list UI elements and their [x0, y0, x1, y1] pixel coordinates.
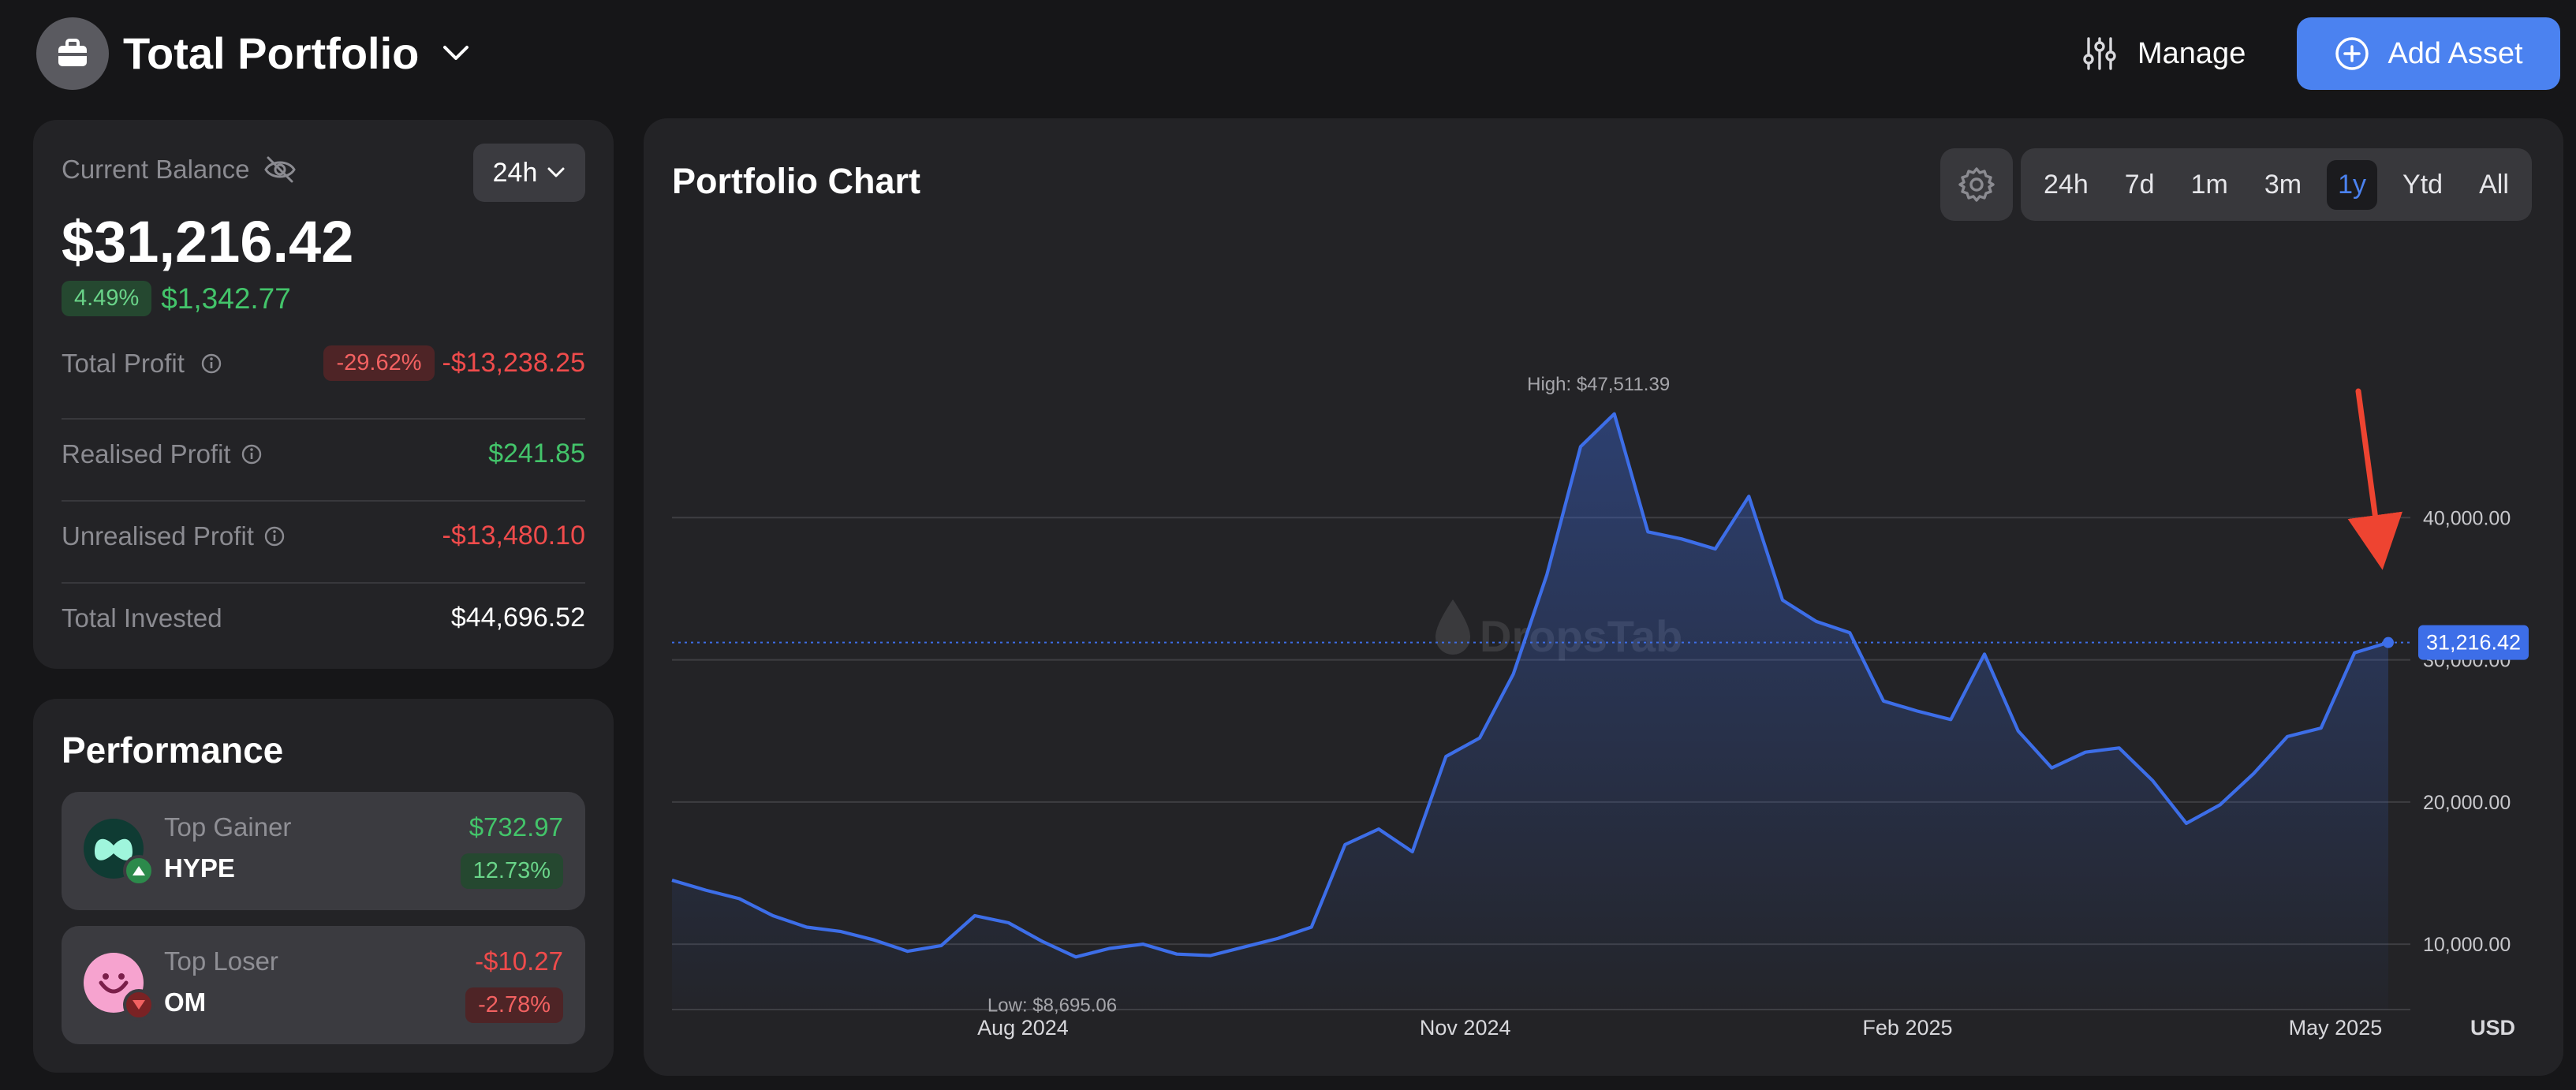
total-invested-row: Total Invested $44,696.52 [62, 603, 585, 633]
info-icon[interactable] [263, 525, 286, 547]
page-title[interactable]: Total Portfolio [123, 28, 420, 78]
range-all[interactable]: All [2479, 169, 2509, 200]
total-profit-label: Total Profit [62, 348, 185, 378]
current-value-tag: 31,216.42 [2418, 625, 2529, 660]
balance-value: $31,216.42 [62, 209, 354, 274]
top-gainer-value: $732.97 [469, 812, 563, 842]
balance-label-row: Current Balance [62, 155, 297, 185]
top-loser-item[interactable]: Top Loser OM -$10.27 -2.78% [62, 926, 585, 1044]
unrealised-profit-label: Unrealised Profit [62, 521, 254, 551]
x-tick-label: May 2025 [2289, 1016, 2383, 1040]
unrealised-profit-row: Unrealised Profit -$13,480.10 [62, 521, 585, 551]
realised-profit-value: $241.85 [488, 439, 585, 468]
top-loser-symbol: OM [164, 987, 207, 1017]
gear-icon [1958, 167, 1995, 202]
total-profit-pct: -29.62% [323, 345, 435, 381]
current-value-label: 31,216.42 [2426, 631, 2521, 655]
x-tick-label: Nov 2024 [1420, 1016, 1511, 1040]
y-tick-label: 20,000.00 [2423, 792, 2511, 814]
plus-circle-icon [2335, 37, 2369, 70]
arrow-up-icon [123, 855, 155, 887]
x-tick-label: Feb 2025 [1862, 1016, 1952, 1040]
low-label: Low: $8,695.06 [987, 995, 1117, 1017]
total-profit-row: Total Profit -29.62% -$13,238.25 [62, 345, 585, 381]
divider [62, 500, 585, 502]
add-asset-label: Add Asset [2387, 36, 2523, 70]
annotation-arrow [2347, 388, 2402, 570]
current-value-dot [2383, 636, 2394, 648]
y-tick-label: 40,000.00 [2423, 507, 2511, 529]
briefcase-icon [58, 39, 87, 66]
top-loser-pct: -2.78% [465, 987, 563, 1023]
chevron-down-icon [547, 167, 565, 177]
top-gainer-symbol: HYPE [164, 853, 235, 883]
total-invested-value: $44,696.52 [450, 603, 585, 633]
price-line [671, 412, 2389, 959]
divider [62, 418, 585, 420]
range-1m[interactable]: 1m [2190, 169, 2228, 200]
balance-card: Current Balance 24h $31,216.42 4.49% $1,… [33, 120, 614, 669]
balance-change: 4.49% $1,342.77 [62, 281, 291, 316]
chevron-down-icon[interactable] [439, 38, 473, 69]
currency-label: USD [2470, 1016, 2515, 1040]
chart-settings-button[interactable] [1940, 148, 2013, 221]
total-invested-label: Total Invested [62, 603, 222, 633]
performance-title: Performance [62, 730, 284, 771]
range-ytd[interactable]: Ytd [2402, 169, 2443, 200]
info-icon[interactable] [241, 443, 263, 465]
manage-button[interactable]: Manage [2082, 28, 2246, 79]
area-fill [672, 413, 2388, 1010]
total-profit-value: -$13,238.25 [442, 348, 586, 378]
realised-profit-row: Realised Profit $241.85 [62, 439, 585, 469]
high-label: High: $47,511.39 [1527, 374, 1670, 395]
x-tick-label: Aug 2024 [977, 1016, 1069, 1040]
balance-change-abs: $1,342.77 [161, 282, 291, 315]
add-asset-button[interactable]: Add Asset [2297, 17, 2560, 90]
performance-card: Performance Top Gainer HYPE $732.97 12.7… [33, 699, 614, 1073]
portfolio-chart-card: Portfolio Chart 24h 7d 1m 3m 1y Ytd All … [644, 118, 2563, 1076]
range-3m[interactable]: 3m [2264, 169, 2302, 200]
range-1y[interactable]: 1y [2327, 159, 2378, 210]
portfolio-avatar[interactable] [36, 17, 109, 90]
balance-change-pct: 4.49% [62, 281, 152, 316]
top-gainer-label: Top Gainer [164, 812, 292, 842]
divider [62, 582, 585, 584]
top-gainer-pct: 12.73% [460, 853, 563, 889]
top-loser-value: -$10.27 [475, 946, 563, 976]
top-gainer-item[interactable]: Top Gainer HYPE $732.97 12.73% [62, 792, 585, 910]
chart-title: Portfolio Chart [672, 161, 920, 201]
manage-label: Manage [2137, 36, 2246, 70]
balance-period-value: 24h [492, 157, 538, 188]
range-7d[interactable]: 7d [2124, 169, 2155, 200]
sliders-icon [2083, 37, 2116, 70]
range-24h[interactable]: 24h [2044, 169, 2089, 200]
time-range-tabs: 24h 7d 1m 3m 1y Ytd All [2021, 148, 2532, 221]
info-icon[interactable] [200, 353, 222, 375]
y-tick-label: 10,000.00 [2423, 934, 2511, 956]
balance-period-dropdown[interactable]: 24h [473, 144, 585, 202]
current-balance-label: Current Balance [62, 155, 250, 184]
arrow-down-icon [123, 989, 155, 1021]
realised-profit-label: Realised Profit [62, 439, 231, 468]
eye-off-icon[interactable] [263, 155, 297, 184]
unrealised-profit-value: -$13,480.10 [442, 521, 586, 551]
top-loser-label: Top Loser [164, 946, 278, 976]
